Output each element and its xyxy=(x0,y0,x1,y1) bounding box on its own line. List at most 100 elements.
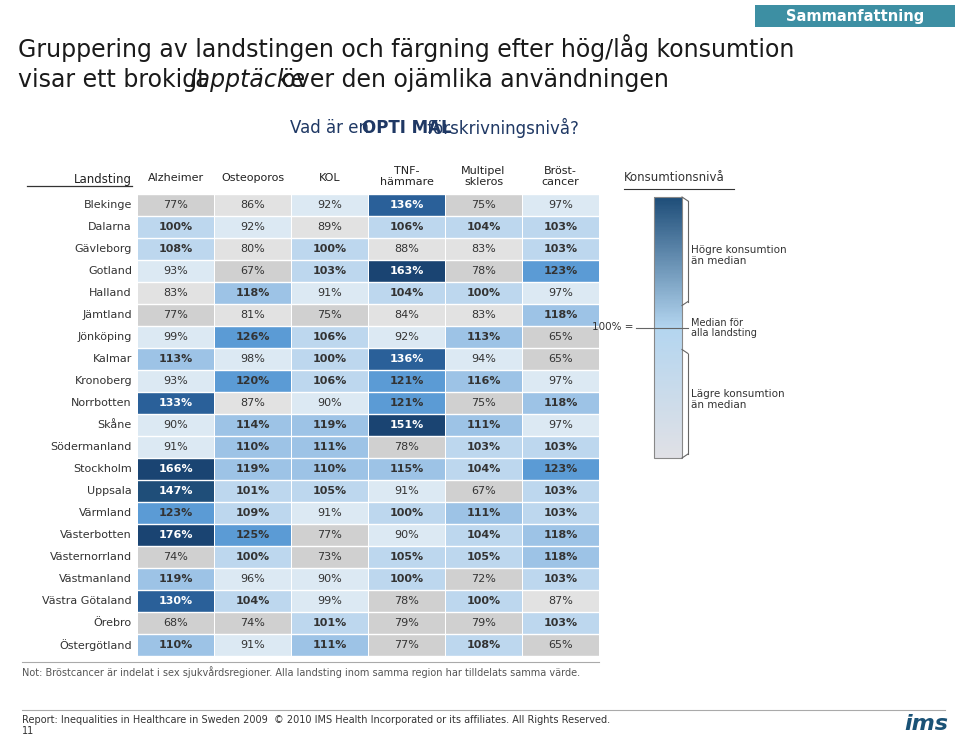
Text: Gotland: Gotland xyxy=(88,266,132,276)
Bar xyxy=(654,404,682,406)
Bar xyxy=(654,315,682,316)
Bar xyxy=(654,304,682,305)
Text: 74%: 74% xyxy=(240,618,265,628)
Text: 74%: 74% xyxy=(163,552,188,562)
Bar xyxy=(445,568,521,590)
Bar xyxy=(654,414,682,415)
Bar xyxy=(654,382,682,384)
Bar xyxy=(654,215,682,217)
Bar xyxy=(654,205,682,206)
Text: Bröst-: Bröst- xyxy=(544,166,577,176)
Text: 89%: 89% xyxy=(317,222,342,232)
Bar xyxy=(654,310,682,312)
Text: Stockholm: Stockholm xyxy=(73,464,132,474)
Bar xyxy=(654,293,682,295)
Bar xyxy=(654,421,682,423)
Bar xyxy=(654,375,682,376)
Bar xyxy=(654,403,682,404)
Bar xyxy=(214,590,291,611)
Text: 133%: 133% xyxy=(158,398,193,408)
Text: 100% =: 100% = xyxy=(592,322,634,333)
Bar xyxy=(137,370,213,392)
Text: 104%: 104% xyxy=(467,464,501,474)
Bar xyxy=(369,282,444,304)
Bar xyxy=(137,590,213,611)
Bar xyxy=(654,361,682,363)
Bar xyxy=(292,349,368,370)
Text: 103%: 103% xyxy=(543,508,578,518)
Bar xyxy=(369,392,444,414)
Bar xyxy=(654,426,682,428)
Text: Dalarna: Dalarna xyxy=(88,222,132,232)
Text: 92%: 92% xyxy=(240,222,265,232)
Bar xyxy=(654,198,682,200)
Bar xyxy=(654,397,682,398)
Bar xyxy=(654,407,682,409)
Text: 103%: 103% xyxy=(543,442,578,452)
Text: Lägre konsumtion
än median: Lägre konsumtion än median xyxy=(691,389,784,410)
Bar xyxy=(654,370,682,372)
Bar xyxy=(654,200,682,201)
Bar xyxy=(654,261,682,262)
Text: hämmare: hämmare xyxy=(379,177,433,188)
Bar xyxy=(654,305,682,307)
Bar xyxy=(214,239,291,259)
Text: Norrbotten: Norrbotten xyxy=(71,398,132,408)
Bar xyxy=(654,424,682,426)
Bar xyxy=(654,423,682,424)
Text: Kalmar: Kalmar xyxy=(92,354,132,364)
Text: 121%: 121% xyxy=(390,376,423,386)
Bar xyxy=(137,437,213,457)
Bar xyxy=(654,359,682,360)
Bar xyxy=(654,341,682,342)
Bar xyxy=(292,503,368,523)
Bar xyxy=(654,333,682,334)
Text: 68%: 68% xyxy=(163,618,188,628)
Text: 73%: 73% xyxy=(317,552,342,562)
Text: 126%: 126% xyxy=(235,332,270,342)
Bar xyxy=(654,312,682,313)
Text: förskrivningsnivå?: förskrivningsnivå? xyxy=(422,118,579,138)
Bar xyxy=(654,274,682,276)
Bar xyxy=(654,360,682,361)
Bar xyxy=(654,339,682,341)
Bar xyxy=(654,281,682,282)
Text: Östergötland: Östergötland xyxy=(60,639,132,651)
Bar xyxy=(654,290,682,291)
Bar xyxy=(292,458,368,480)
Bar xyxy=(214,635,291,655)
Bar xyxy=(654,453,682,454)
Text: 118%: 118% xyxy=(543,398,578,408)
Bar xyxy=(654,415,682,416)
Bar xyxy=(654,252,682,253)
Text: 110%: 110% xyxy=(235,442,270,452)
Bar xyxy=(445,217,521,237)
Text: 103%: 103% xyxy=(543,574,578,584)
Text: 100%: 100% xyxy=(312,244,347,254)
Bar xyxy=(654,409,682,411)
Text: 75%: 75% xyxy=(471,200,496,210)
Text: visar ett brokigt: visar ett brokigt xyxy=(18,68,214,92)
Bar xyxy=(214,525,291,545)
Bar xyxy=(369,525,444,545)
Bar xyxy=(654,320,682,321)
Text: Osteoporos: Osteoporos xyxy=(221,173,284,183)
Text: 104%: 104% xyxy=(467,530,501,540)
Bar xyxy=(292,613,368,633)
Text: 118%: 118% xyxy=(543,552,578,562)
Bar xyxy=(654,363,682,364)
Bar xyxy=(654,295,682,296)
Bar xyxy=(654,411,682,412)
Text: 109%: 109% xyxy=(235,508,270,518)
Bar xyxy=(654,346,682,347)
Text: 121%: 121% xyxy=(390,398,423,408)
Bar xyxy=(214,194,291,216)
Text: 104%: 104% xyxy=(235,596,270,606)
Text: 83%: 83% xyxy=(471,310,496,320)
Text: 90%: 90% xyxy=(395,530,419,540)
Bar xyxy=(445,547,521,568)
Bar xyxy=(292,547,368,568)
Bar xyxy=(654,355,682,356)
Bar xyxy=(654,373,682,375)
Bar xyxy=(654,390,682,392)
